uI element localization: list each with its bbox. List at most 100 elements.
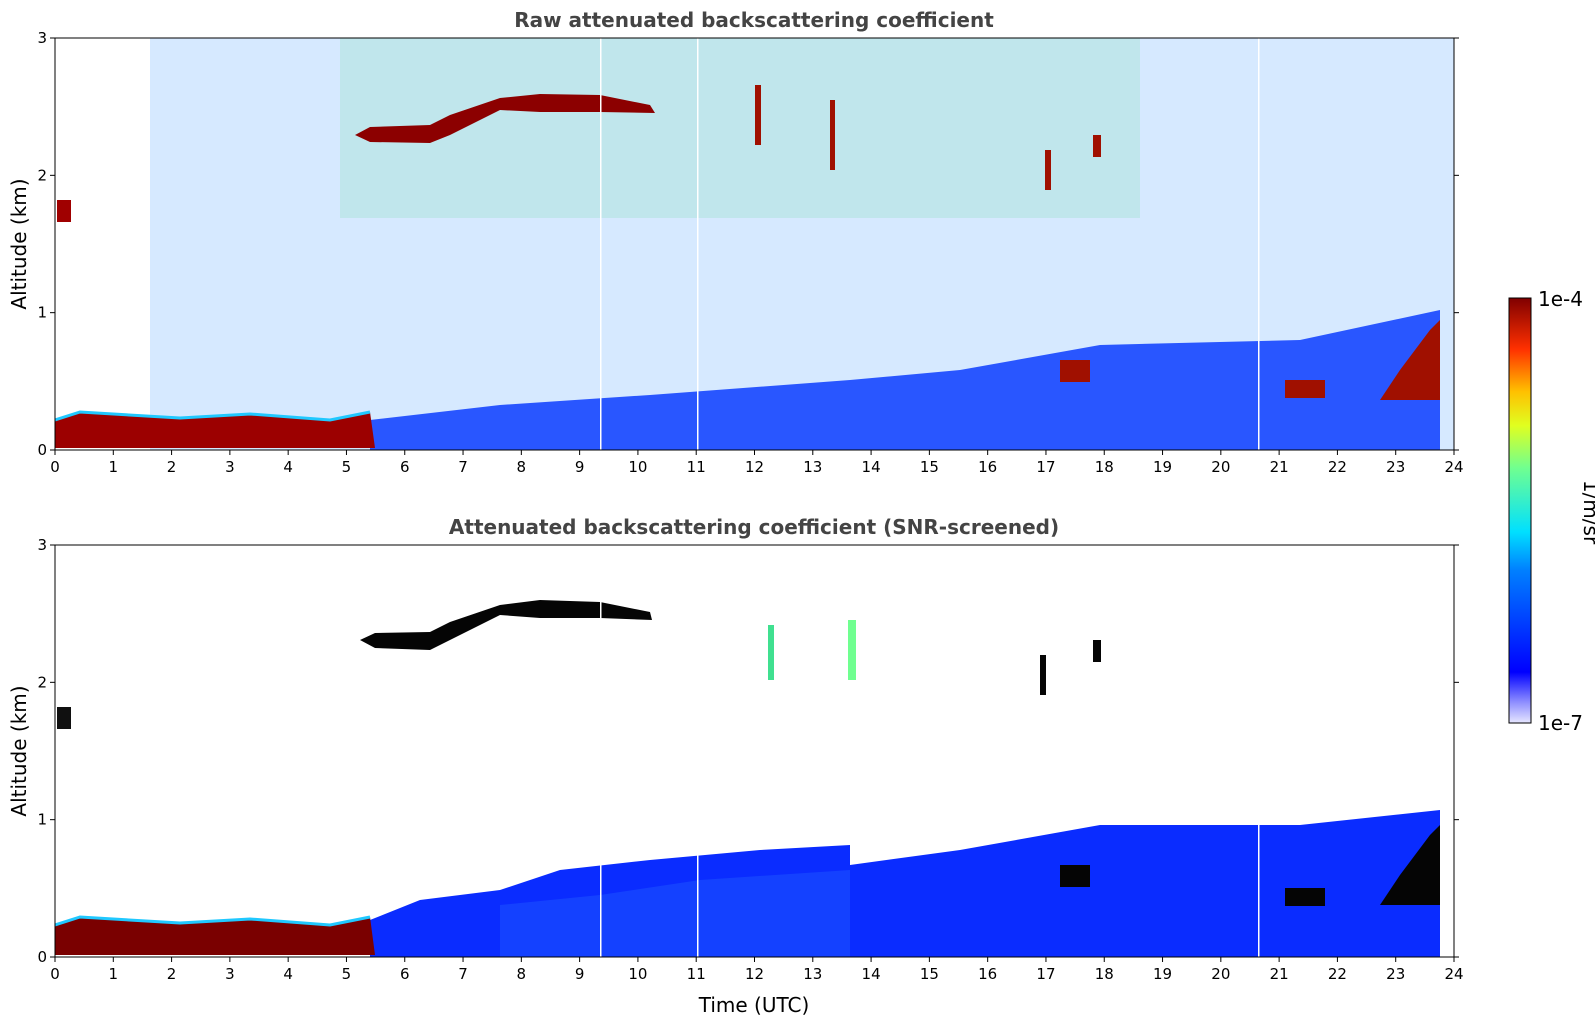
raw-x-tick-label: 6: [400, 458, 410, 476]
raw-noise-speckle-upper: [340, 38, 1140, 218]
colorbar-max-label: 1e-4: [1538, 287, 1583, 311]
raw-x-tick-label: 23: [1386, 458, 1405, 476]
raw-low-cloud: [1060, 360, 1090, 382]
colorbar-min-label: 1e-7: [1538, 711, 1583, 735]
raw-x-tick-label: 12: [745, 458, 764, 476]
raw-chart-title: Raw attenuated backscattering coefficien…: [514, 8, 994, 32]
screened-x-tick-label: 4: [283, 965, 293, 983]
screened-low-cloud: [1060, 865, 1090, 887]
raw-x-tick-label: 7: [458, 458, 468, 476]
raw-gap-line: [697, 38, 699, 450]
raw-x-tick-label: 22: [1328, 458, 1347, 476]
raw-cloud-streak: [1093, 135, 1101, 157]
screened-x-tick-label: 12: [745, 965, 764, 983]
raw-gap-line: [600, 38, 602, 450]
raw-y-axis-label: Altitude (km): [7, 178, 31, 309]
screened-x-tick-label: 23: [1386, 965, 1405, 983]
raw-x-tick-label: 18: [1095, 458, 1114, 476]
screened-x-tick-label: 9: [575, 965, 585, 983]
screened-x-tick-label: 5: [342, 965, 352, 983]
screened-y-tick-label: 2: [37, 673, 47, 691]
raw-low-cloud: [1380, 320, 1440, 400]
screened-x-axis: 0 1 2 3 4 5 6 7 8 9 10 11 12 13 14 15 16 17 18 19 20 21 22 23 24: [50, 957, 1464, 983]
screened-x-tick-label: 6: [400, 965, 410, 983]
screened-x-tick-label: 2: [167, 965, 177, 983]
raw-cloud-layer: [355, 94, 655, 143]
raw-low-cloud: [1285, 380, 1325, 398]
screened-x-tick-label: 19: [1153, 965, 1172, 983]
screened-cloud-streak: [848, 620, 856, 680]
raw-cloud-streak: [830, 100, 835, 170]
raw-elevated-layer: [57, 200, 71, 222]
raw-x-tick-label: 5: [342, 458, 352, 476]
colorbar-gradient: [1508, 297, 1532, 724]
screened-boundary-layer-edge: [55, 915, 371, 927]
raw-x-tick-label: 8: [517, 458, 527, 476]
screened-x-tick-label: 18: [1095, 965, 1114, 983]
screened-chart-title: Attenuated backscattering coefficient (S…: [449, 515, 1059, 539]
raw-heatmap: [55, 38, 1454, 450]
raw-x-tick-label: 16: [978, 458, 997, 476]
screened-mixed-layer-haze: [500, 870, 850, 957]
raw-y-tick-label: 0: [37, 441, 47, 459]
screened-panel: Attenuated backscattering coefficient (S…: [7, 515, 1464, 1017]
raw-boundary-layer-edge: [55, 410, 371, 422]
raw-x-tick-label: 24: [1444, 458, 1463, 476]
raw-x-tick-label: 20: [1211, 458, 1230, 476]
raw-x-tick-label: 9: [575, 458, 585, 476]
screened-cloud-layer: [360, 600, 652, 650]
screened-gap-line: [600, 545, 602, 957]
raw-x-tick-label: 10: [628, 458, 647, 476]
raw-x-tick-label: 1: [109, 458, 119, 476]
screened-x-tick-label: 8: [517, 965, 527, 983]
raw-gap-line: [1258, 38, 1260, 450]
raw-cloud-streak: [1045, 150, 1051, 190]
screened-gap-line: [1258, 545, 1260, 957]
screened-x-tick-label: 17: [1036, 965, 1055, 983]
screened-x-tick-label: 15: [920, 965, 939, 983]
colorbar-unit-label: 1/m/sr: [1579, 480, 1595, 545]
raw-x-tick-label: 21: [1270, 458, 1289, 476]
screened-x-tick-label: 20: [1211, 965, 1230, 983]
screened-x-tick-label: 14: [862, 965, 881, 983]
screened-boundary-layer: [55, 917, 375, 955]
screened-x-tick-label: 3: [225, 965, 235, 983]
raw-mixed-layer: [370, 310, 1440, 450]
raw-y-tick-label: 1: [37, 304, 47, 322]
raw-x-tick-label: 14: [862, 458, 881, 476]
screened-x-tick-label: 1: [109, 965, 119, 983]
raw-x-tick-label: 4: [283, 458, 293, 476]
raw-y-tick-label: 2: [37, 166, 47, 184]
raw-x-tick-label: 19: [1153, 458, 1172, 476]
screened-x-tick-label: 24: [1444, 965, 1463, 983]
raw-panel: Raw attenuated backscattering coefficien…: [7, 8, 1464, 476]
screened-cloud-streak: [768, 625, 774, 680]
raw-y-tick-label: 3: [37, 29, 47, 47]
screened-x-tick-label: 22: [1328, 965, 1347, 983]
screened-x-tick-label: 13: [803, 965, 822, 983]
screened-cloud-streak: [1040, 655, 1046, 695]
raw-cloud-streak: [755, 85, 761, 145]
screened-low-cloud: [1380, 825, 1440, 905]
raw-x-tick-label: 13: [803, 458, 822, 476]
screened-y-axis-label: Altitude (km): [7, 685, 31, 816]
screened-y-axis: 0 1 2 3: [37, 536, 1459, 966]
screened-x-tick-label: 7: [458, 965, 468, 983]
raw-x-tick-label: 3: [225, 458, 235, 476]
colorbar: 1e-4 1e-7 1/m/sr: [1508, 287, 1595, 735]
raw-x-axis: 0 1 2 3 4 5 6 7 8 9 10 11 12 13 14 15 16 17 18 19 20 21 22 23 24: [50, 450, 1464, 476]
screened-low-cloud: [1285, 888, 1325, 906]
screened-x-tick-label: 16: [978, 965, 997, 983]
x-axis-label: Time (UTC): [698, 993, 810, 1017]
raw-boundary-layer: [55, 412, 375, 448]
raw-x-tick-label: 17: [1036, 458, 1055, 476]
raw-y-axis: 0 1 2 3: [37, 29, 1459, 459]
raw-x-tick-label: 11: [687, 458, 706, 476]
screened-x-tick-label: 0: [50, 965, 60, 983]
raw-x-tick-label: 15: [920, 458, 939, 476]
screened-x-tick-label: 10: [628, 965, 647, 983]
screened-elevated-layer: [57, 707, 71, 729]
screened-y-tick-label: 3: [37, 536, 47, 554]
screened-y-tick-label: 1: [37, 811, 47, 829]
